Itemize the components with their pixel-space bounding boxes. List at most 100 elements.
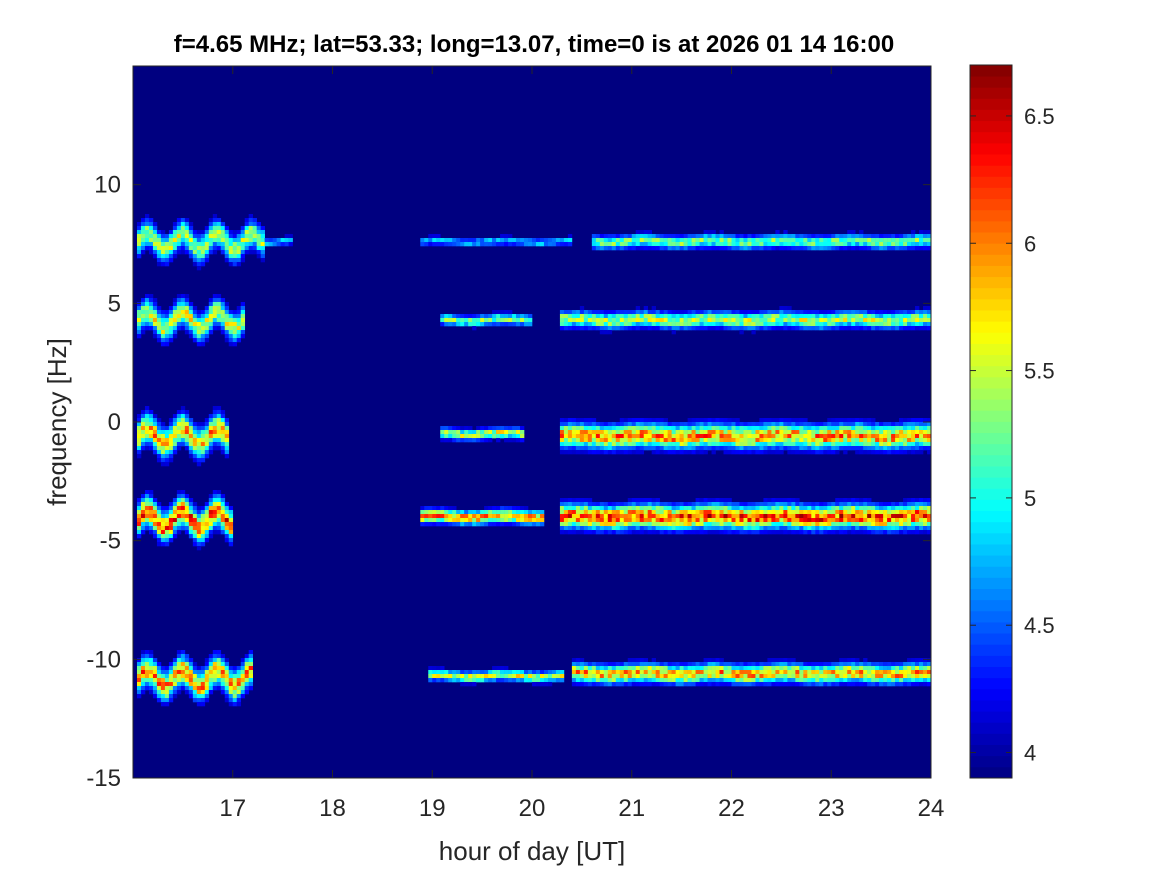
- heatmap-cell: [831, 514, 836, 519]
- heatmap-cell: [144, 234, 150, 239]
- heatmap-cell: [579, 326, 585, 331]
- heatmap-cell: [803, 674, 808, 679]
- heatmap-cell: [623, 678, 629, 683]
- heatmap-cell: [871, 674, 876, 679]
- heatmap-cell: [879, 682, 884, 687]
- heatmap-cell: [867, 514, 872, 519]
- colorbar-segment: [970, 399, 1012, 411]
- heatmap-cell: [559, 506, 565, 511]
- heatmap-cell: [923, 246, 928, 251]
- heatmap-cell: [899, 434, 904, 439]
- heatmap-cell: [835, 670, 840, 675]
- heatmap-cell: [687, 238, 692, 243]
- heatmap-cell: [460, 514, 465, 519]
- heatmap-cell: [827, 502, 832, 507]
- heatmap-cell: [707, 318, 712, 323]
- heatmap-cell: [164, 534, 170, 539]
- heatmap-cell: [879, 450, 884, 455]
- heatmap-cell: [671, 446, 676, 451]
- heatmap-cell: [755, 670, 760, 675]
- heatmap-cell: [168, 254, 174, 259]
- heatmap-cell: [635, 318, 641, 323]
- heatmap-cell: [883, 310, 888, 315]
- heatmap-cell: [563, 506, 569, 511]
- heatmap-cell: [795, 242, 800, 247]
- heatmap-cell: [140, 314, 146, 319]
- heatmap-cell: [707, 522, 712, 527]
- heatmap-cell: [879, 326, 884, 331]
- heatmap-cell: [176, 306, 182, 311]
- heatmap-cell: [172, 694, 178, 699]
- heatmap-cell: [675, 314, 680, 319]
- heatmap-cell: [607, 238, 613, 243]
- heatmap-cell: [675, 322, 680, 327]
- heatmap-cell: [516, 426, 521, 431]
- heatmap-cell: [803, 678, 808, 683]
- heatmap-cell: [228, 526, 234, 531]
- heatmap-cell: [855, 514, 860, 519]
- heatmap-cell: [679, 434, 684, 439]
- heatmap-cell: [779, 670, 784, 675]
- heatmap-cell: [763, 518, 768, 523]
- heatmap-cell: [591, 666, 597, 671]
- heatmap-cell: [284, 242, 289, 247]
- heatmap-cell: [663, 670, 668, 675]
- heatmap-cell: [643, 434, 649, 439]
- heatmap-cell: [783, 426, 788, 431]
- heatmap-cell: [867, 682, 872, 687]
- heatmap-cell: [731, 242, 736, 247]
- heatmap-cell: [184, 250, 190, 255]
- heatmap-cell: [208, 234, 214, 239]
- heatmap-cell: [915, 314, 920, 319]
- heatmap-cell: [224, 326, 230, 331]
- heatmap-cell: [775, 670, 780, 675]
- heatmap-cell: [216, 666, 222, 671]
- heatmap-cell: [823, 674, 828, 679]
- heatmap-cell: [452, 430, 457, 435]
- heatmap-cell: [695, 502, 700, 507]
- heatmap-cell: [895, 422, 900, 427]
- heatmap-cell: [683, 662, 688, 667]
- heatmap-cell: [707, 418, 712, 423]
- heatmap-cell: [763, 318, 768, 323]
- heatmap-cell: [615, 530, 621, 535]
- heatmap-cell: [164, 242, 170, 247]
- heatmap-cell: [156, 682, 162, 687]
- heatmap-cell: [919, 498, 924, 503]
- heatmap-cell: [160, 534, 166, 539]
- heatmap-cell: [723, 326, 728, 331]
- heatmap-cell: [923, 434, 928, 439]
- heatmap-cell: [831, 530, 836, 535]
- heatmap-cell: [619, 674, 625, 679]
- heatmap-cell: [615, 506, 621, 511]
- heatmap-cell: [679, 530, 684, 535]
- heatmap-cell: [775, 322, 780, 327]
- heatmap-cell: [815, 442, 820, 447]
- heatmap-cell: [747, 510, 752, 515]
- heatmap-cell: [575, 662, 581, 667]
- heatmap-cell: [180, 242, 186, 247]
- heatmap-cell: [895, 310, 900, 315]
- heatmap-cell: [468, 238, 473, 243]
- heatmap-cell: [228, 330, 234, 335]
- heatmap-cell: [555, 670, 561, 675]
- heatmap-cell: [559, 442, 565, 447]
- heatmap-cell: [188, 690, 194, 695]
- heatmap-cell: [591, 434, 597, 439]
- heatmap-cell: [671, 322, 676, 327]
- heatmap-cell: [727, 498, 732, 503]
- heatmap-cell: [823, 242, 828, 247]
- heatmap-cell: [683, 422, 688, 427]
- heatmap-cell: [699, 522, 704, 527]
- heatmap-cell: [755, 526, 760, 531]
- heatmap-cell: [172, 422, 178, 427]
- heatmap-cell: [763, 502, 768, 507]
- heatmap-cell: [464, 438, 469, 443]
- heatmap-cell: [232, 314, 238, 319]
- heatmap-cell: [651, 310, 656, 315]
- heatmap-cell: [771, 242, 776, 247]
- heatmap-cell: [524, 674, 529, 679]
- heatmap-cell: [623, 514, 629, 519]
- heatmap-cell: [907, 442, 912, 447]
- heatmap-cell: [739, 314, 744, 319]
